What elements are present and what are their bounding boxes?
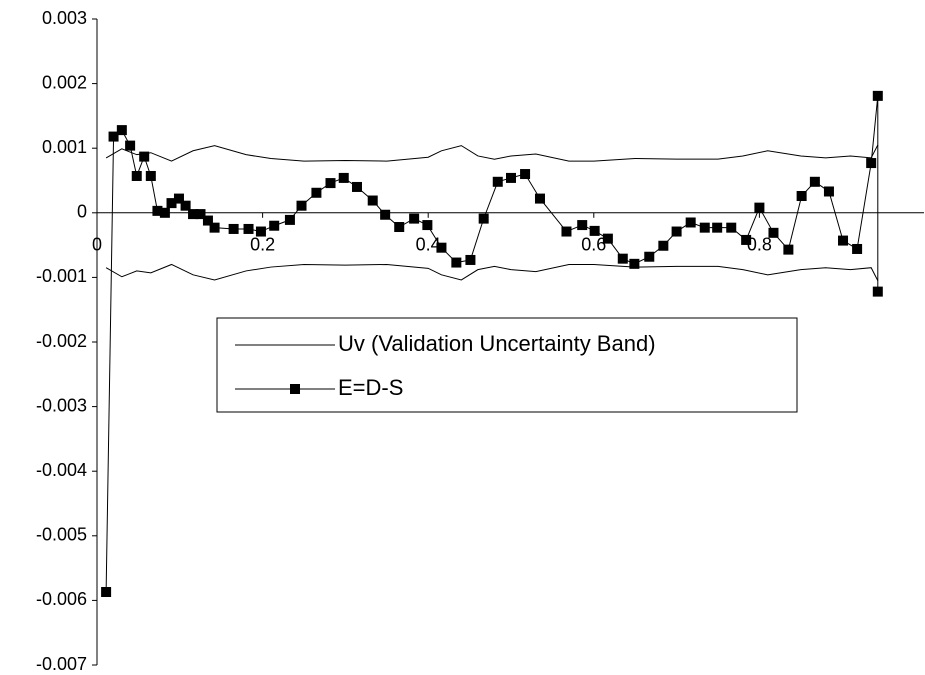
marker xyxy=(202,215,213,226)
marker xyxy=(152,205,163,216)
marker xyxy=(726,222,737,233)
marker xyxy=(108,131,119,142)
marker xyxy=(866,158,877,169)
x-tick-label: 0.6 xyxy=(581,235,606,255)
marker xyxy=(852,243,863,254)
marker xyxy=(139,151,150,162)
marker xyxy=(367,195,378,206)
marker xyxy=(872,90,883,101)
marker xyxy=(617,253,628,264)
marker xyxy=(180,200,191,211)
marker xyxy=(534,193,545,204)
x-tick-label: 0.2 xyxy=(250,235,275,255)
marker xyxy=(629,258,640,269)
marker xyxy=(712,222,723,233)
series-line xyxy=(105,144,879,162)
marker xyxy=(351,181,362,192)
marker xyxy=(209,222,220,233)
marker xyxy=(768,227,779,238)
x-tick-label: 0 xyxy=(92,235,102,255)
y-tick-label: 0.003 xyxy=(42,8,87,28)
marker xyxy=(173,193,184,204)
marker xyxy=(145,170,156,181)
marker xyxy=(644,251,655,262)
marker xyxy=(394,222,405,233)
y-tick-label: -0.006 xyxy=(36,589,87,609)
y-tick-label: -0.005 xyxy=(36,525,87,545)
marker xyxy=(311,187,322,198)
x-tick-label: 0.4 xyxy=(416,235,441,255)
legend-box xyxy=(216,317,798,413)
marker xyxy=(116,125,127,136)
legend-marker xyxy=(290,384,300,394)
marker xyxy=(284,214,295,225)
series-line-lower xyxy=(105,263,879,281)
marker xyxy=(422,220,433,231)
y-tick-label: -0.003 xyxy=(36,395,87,415)
marker xyxy=(101,587,112,598)
marker xyxy=(796,191,807,202)
marker xyxy=(269,220,280,231)
marker xyxy=(296,200,307,211)
marker xyxy=(325,178,336,189)
marker xyxy=(451,257,462,268)
marker xyxy=(602,233,613,244)
marker xyxy=(436,242,447,253)
marker xyxy=(685,217,696,228)
marker xyxy=(243,223,254,234)
marker xyxy=(255,226,266,237)
marker xyxy=(823,186,834,197)
marker xyxy=(520,169,531,180)
marker xyxy=(380,209,391,220)
marker xyxy=(465,254,476,265)
marker xyxy=(577,220,588,231)
marker xyxy=(338,172,349,183)
marker xyxy=(125,140,136,151)
marker xyxy=(741,234,752,245)
marker xyxy=(658,240,669,251)
y-tick-label: 0 xyxy=(77,202,87,222)
marker xyxy=(159,207,170,218)
x-tick-label: 0.8 xyxy=(747,235,772,255)
marker xyxy=(131,170,142,181)
legend-label: E=D-S xyxy=(338,375,403,400)
marker xyxy=(166,198,177,209)
marker xyxy=(506,172,516,183)
legend-label: Uv (Validation Uncertainty Band) xyxy=(338,331,656,356)
marker xyxy=(589,225,600,236)
marker xyxy=(492,176,503,187)
y-tick-label: -0.002 xyxy=(36,331,87,351)
marker xyxy=(228,223,239,234)
marker xyxy=(872,286,883,297)
y-tick-label: 0.001 xyxy=(42,137,87,157)
y-tick-label: 0.002 xyxy=(42,72,87,92)
y-tick-label: -0.004 xyxy=(36,460,87,480)
marker xyxy=(838,235,849,246)
marker xyxy=(699,222,710,233)
marker xyxy=(809,176,820,187)
y-tick-label: -0.007 xyxy=(36,654,87,674)
marker xyxy=(671,226,682,237)
marker xyxy=(754,202,765,213)
marker xyxy=(561,226,572,237)
marker xyxy=(478,213,489,224)
marker xyxy=(409,213,420,224)
marker xyxy=(195,209,206,220)
marker xyxy=(188,209,199,220)
y-tick-label: -0.001 xyxy=(36,266,87,286)
marker xyxy=(783,244,794,255)
